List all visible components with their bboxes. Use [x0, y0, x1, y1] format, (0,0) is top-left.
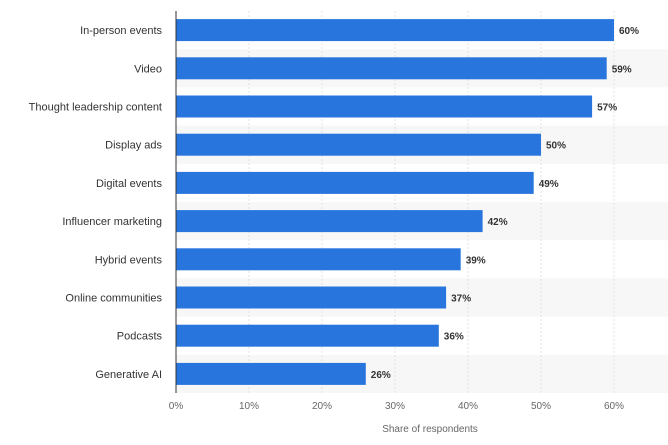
data-label: 60%: [619, 26, 639, 37]
category-label: Video: [134, 63, 162, 75]
x-tick-label: 20%: [312, 401, 332, 412]
bar: [176, 210, 483, 233]
data-label: 36%: [444, 332, 464, 343]
bar: [176, 171, 534, 194]
data-label: 37%: [451, 294, 471, 305]
category-label: Online communities: [65, 293, 162, 305]
category-label: Hybrid events: [95, 254, 163, 266]
category-label: Thought leadership content: [29, 102, 162, 114]
x-axis-title: Share of respondents: [382, 424, 478, 435]
bar: [176, 248, 461, 271]
x-tick-labels: 0% 10% 20% 30% 40% 50% 60%: [169, 401, 624, 412]
data-label: 49%: [539, 179, 559, 190]
bar: [176, 19, 614, 42]
category-label: Digital events: [96, 178, 163, 190]
data-label: 39%: [466, 255, 486, 266]
data-label: 50%: [546, 141, 566, 152]
category-labels: In-person events Video Thought leadership …: [29, 25, 163, 381]
bar: [176, 324, 439, 347]
data-label: 42%: [488, 217, 508, 228]
category-label: Generative AI: [95, 369, 162, 381]
x-tick-label: 60%: [604, 401, 624, 412]
data-label: 26%: [371, 370, 391, 381]
category-label: Display ads: [105, 140, 162, 152]
data-labels: 60% 59% 57% 50% 49% 42% 39% 37% 36% 26%: [371, 26, 639, 381]
category-label: Podcasts: [117, 331, 163, 343]
data-label: 57%: [597, 103, 617, 114]
data-label: 59%: [612, 64, 632, 75]
x-tick-label: 40%: [458, 401, 478, 412]
bars: [176, 19, 614, 385]
bar: [176, 362, 366, 385]
bar: [176, 57, 607, 80]
x-tick-label: 10%: [239, 401, 259, 412]
bar: [176, 286, 447, 309]
x-tick-label: 50%: [531, 401, 551, 412]
bar: [176, 133, 541, 156]
category-label: In-person events: [80, 25, 162, 37]
x-tick-label: 30%: [385, 401, 405, 412]
bar: [176, 95, 593, 118]
category-label: Influencer marketing: [62, 216, 162, 228]
x-tick-label: 0%: [169, 401, 184, 412]
